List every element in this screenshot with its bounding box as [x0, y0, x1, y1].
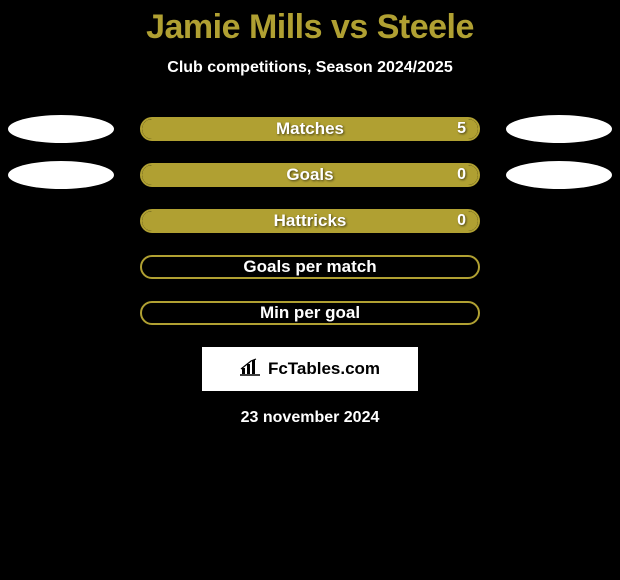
stat-bar: Goals per match: [140, 255, 480, 279]
stat-value: 0: [457, 212, 466, 230]
stat-label: Goals per match: [243, 257, 376, 277]
stat-row: Goals per match: [0, 255, 620, 279]
player-right-marker: [506, 161, 612, 189]
logo-text: FcTables.com: [268, 359, 380, 379]
comparison-widget: Jamie Mills vs Steele Club competitions,…: [0, 0, 620, 427]
stat-bar: Goals 0: [140, 163, 480, 187]
bar-chart-icon: [240, 358, 262, 381]
stat-row: Matches 5: [0, 117, 620, 141]
stat-value: 5: [457, 120, 466, 138]
stat-label: Min per goal: [260, 303, 360, 323]
date-label: 23 november 2024: [0, 409, 620, 427]
stat-value: 0: [457, 166, 466, 184]
stat-row: Min per goal: [0, 301, 620, 325]
stat-row: Hattricks 0: [0, 209, 620, 233]
player-left-marker: [8, 161, 114, 189]
stat-label: Hattricks: [274, 211, 347, 231]
season-subtitle: Club competitions, Season 2024/2025: [0, 59, 620, 77]
page-title: Jamie Mills vs Steele: [0, 8, 620, 47]
stats-list: Matches 5 Goals 0 Hattricks 0 Goals per match M…: [0, 117, 620, 325]
stat-bar: Hattricks 0: [140, 209, 480, 233]
stat-bar: Min per goal: [140, 301, 480, 325]
logo-badge: FcTables.com: [202, 347, 418, 391]
stat-label: Matches: [276, 119, 344, 139]
stat-label: Goals: [286, 165, 333, 185]
stat-row: Goals 0: [0, 163, 620, 187]
player-left-marker: [8, 115, 114, 143]
stat-bar: Matches 5: [140, 117, 480, 141]
player-right-marker: [506, 115, 612, 143]
